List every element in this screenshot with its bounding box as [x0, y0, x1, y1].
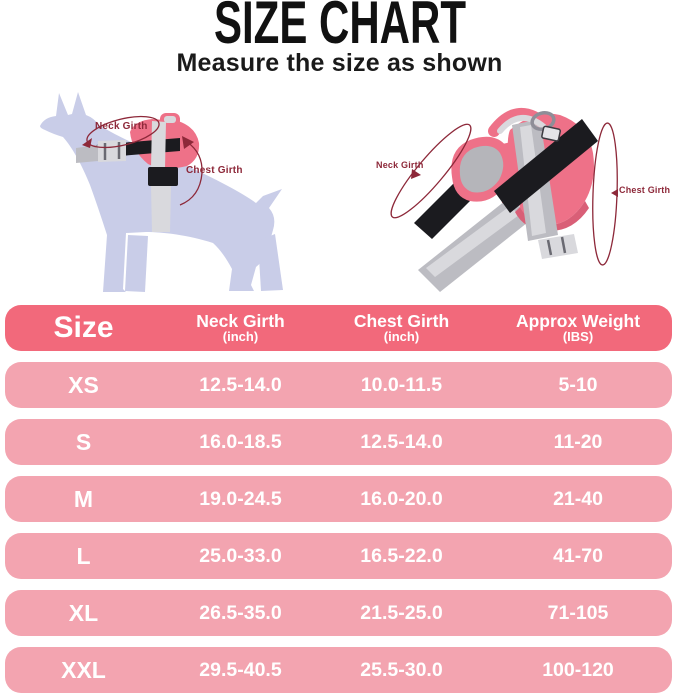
- dog-chest-girth-label: Chest Girth: [186, 165, 243, 176]
- page-subtitle: Measure the size as shown: [176, 49, 503, 77]
- neck-girth-arrowhead: [82, 138, 92, 148]
- neck-girth-arrowhead: [411, 169, 421, 179]
- harness-reflective-stripe: [426, 206, 519, 277]
- harness-neck-pad-mesh: [459, 145, 504, 193]
- size-row-m: M 19.0-24.5 16.0-20.0 21-40: [5, 476, 672, 522]
- harness-measurement-diagram: Neck Girth Chest Girth: [360, 85, 670, 300]
- size-value: S: [75, 428, 92, 455]
- neck-girth-value: 26.5-35.0: [199, 601, 282, 624]
- harness-lower-buckle: [148, 167, 178, 186]
- size-value: XL: [68, 599, 99, 626]
- harness-vertical-strap: [151, 121, 166, 169]
- page-title: SIZE CHART: [213, 0, 466, 56]
- chest-girth-arc: [179, 141, 203, 206]
- harness-label-tag: [541, 125, 562, 142]
- dog-harness-illustration: [40, 92, 283, 292]
- chest-girth-value: 25.5-30.0: [360, 658, 443, 681]
- approx-weight-value: 11-20: [553, 430, 603, 453]
- approx-weight-value: 100-120: [542, 658, 614, 681]
- column-header-size: Size: [53, 311, 114, 345]
- size-value: XXL: [61, 656, 106, 683]
- harness-diagonal-band: [494, 119, 598, 213]
- size-table: Size Neck Girth (inch) Chest Girth (inch…: [5, 305, 672, 693]
- size-row-l: L 25.0-33.0 16.5-22.0 41-70: [5, 533, 672, 579]
- neck-girth-value: 16.0-18.5: [199, 430, 282, 453]
- chest-girth-value: 12.5-14.0: [360, 430, 443, 453]
- harness-neck-girth-label: Neck Girth: [376, 160, 424, 170]
- size-row-xs: XS 12.5-14.0 10.0-11.5 5-10: [5, 362, 672, 408]
- column-header-neck-girth: Neck Girth (inch): [196, 310, 285, 345]
- size-value: XS: [68, 371, 99, 398]
- harness-black-strap: [414, 181, 474, 239]
- neck-girth-ellipse: [86, 115, 160, 149]
- neck-girth-value: 29.5-40.5: [199, 658, 282, 681]
- size-table-header-row: Size Neck Girth (inch) Chest Girth (inch…: [5, 305, 672, 351]
- harness-handle-grip: [164, 116, 176, 123]
- harness-chest-girth-label: Chest Girth: [619, 185, 671, 195]
- harness-left-buckle: [98, 140, 126, 162]
- size-row-xl: XL 26.5-35.0 21.5-25.0 71-105: [5, 590, 672, 636]
- dog-far-front-leg: [125, 235, 148, 292]
- column-header-approx-weight: Approx Weight (IBS): [515, 310, 641, 345]
- chest-girth-value: 16.0-20.0: [360, 487, 443, 510]
- title-wrap: SIZE CHART: [0, 0, 679, 53]
- neck-girth-value: 25.0-33.0: [199, 544, 282, 567]
- chest-girth-arrowhead: [182, 136, 194, 149]
- chest-girth-arrowhead: [611, 189, 618, 197]
- buckle-slot: [546, 239, 553, 256]
- dog-neck-girth-label: Neck Girth: [95, 121, 148, 132]
- dog-measurement-diagram: Neck Girth Chest Girth: [20, 85, 320, 300]
- column-header-chest-girth: Chest Girth (inch): [353, 310, 450, 345]
- size-value: M: [73, 485, 94, 512]
- size-row-s: S 16.0-18.5 12.5-14.0 11-20: [5, 419, 672, 465]
- dog-far-rear-leg: [258, 234, 283, 291]
- harness-illustration: [390, 107, 618, 292]
- approx-weight-value: 71-105: [547, 601, 609, 624]
- harness-hanging-strap: [151, 186, 171, 232]
- chest-girth-value: 10.0-11.5: [360, 373, 443, 396]
- buckle-slot: [560, 236, 567, 254]
- chest-girth-value: 21.5-25.0: [360, 601, 443, 624]
- approx-weight-value: 21-40: [553, 487, 603, 510]
- size-row-xxl: XXL 29.5-40.5 25.5-30.0 100-120: [5, 647, 672, 693]
- harness-handle-grip: [497, 115, 547, 134]
- neck-girth-ellipse: [390, 123, 472, 219]
- size-value: L: [76, 542, 91, 569]
- harness-left-strap: [76, 145, 98, 163]
- neck-girth-value: 12.5-14.0: [199, 373, 282, 396]
- approx-weight-value: 5-10: [558, 373, 598, 396]
- chest-girth-value: 16.5-22.0: [360, 544, 443, 567]
- approx-weight-value: 41-70: [553, 544, 603, 567]
- neck-girth-value: 19.0-24.5: [199, 487, 282, 510]
